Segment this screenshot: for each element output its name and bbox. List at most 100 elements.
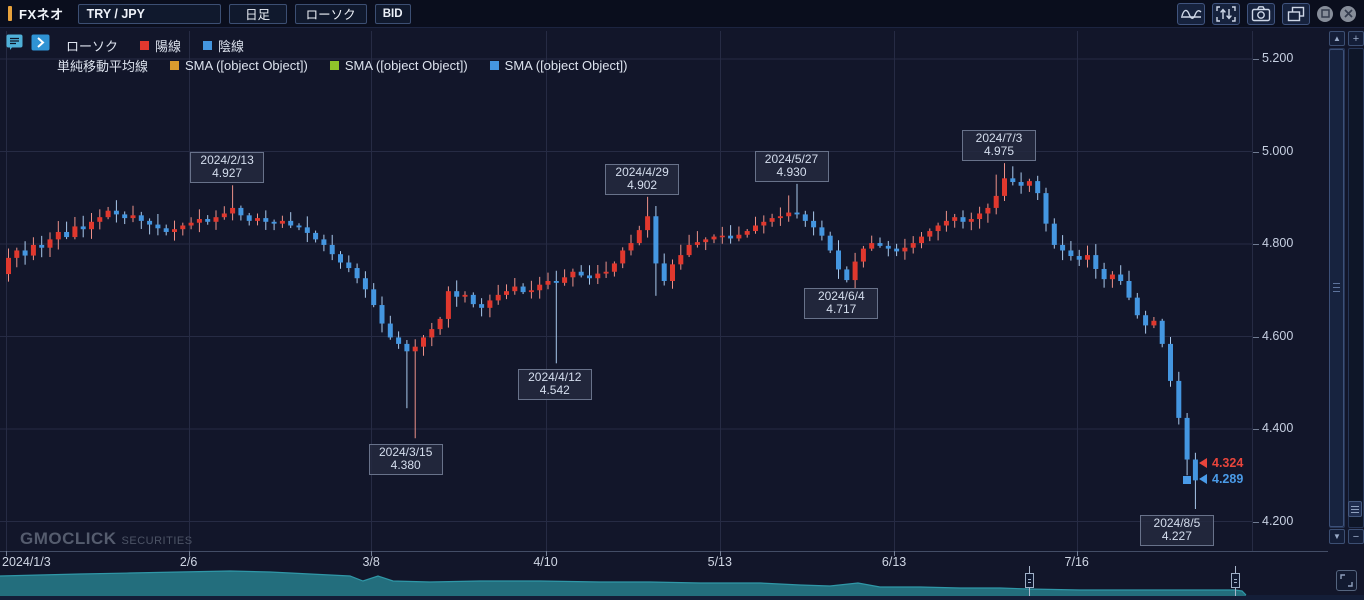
bull-label: 陽線 (155, 38, 182, 54)
expand-chart-icon[interactable] (1336, 570, 1357, 591)
candle-body (255, 218, 260, 221)
candle-body (587, 275, 592, 279)
zoom-slider-handle[interactable] (1348, 501, 1362, 517)
annotation-value: 4.542 (539, 383, 570, 398)
candle-body (736, 234, 742, 239)
sma-swatch (489, 61, 499, 70)
vertical-scrollbar-thumb[interactable] (1329, 49, 1344, 527)
candle-body (271, 221, 277, 224)
indicator-wave-icon[interactable] (1177, 2, 1205, 25)
candle-body (670, 264, 675, 281)
candle-body (379, 305, 385, 324)
candle-body (562, 277, 568, 283)
candlestick-chart[interactable] (0, 28, 1253, 552)
candle-body (230, 207, 236, 214)
app-title: FXネオ (19, 7, 64, 22)
y-axis-label: 4.600 (1262, 328, 1294, 343)
candle-body (155, 224, 161, 229)
candle-body (528, 290, 534, 293)
pair-selector[interactable]: TRY / JPY (77, 3, 221, 24)
candle-body (753, 225, 758, 232)
candle-body (537, 284, 543, 291)
camera-icon[interactable] (1247, 2, 1275, 25)
legend-candle-label: ローソク (66, 38, 119, 54)
candle-body (437, 318, 443, 330)
bid-ask-toggle[interactable]: BID (374, 3, 411, 24)
scroll-down-button[interactable]: ▼ (1329, 529, 1345, 544)
duplicate-window-icon[interactable] (1282, 2, 1310, 25)
candle-body (304, 227, 310, 233)
candle-body (894, 248, 900, 252)
candle-body (827, 235, 833, 251)
data-transfer-icon[interactable] (1212, 2, 1240, 25)
close-button[interactable] (1340, 5, 1356, 22)
annotation-value: 4.927 (212, 166, 243, 181)
app-title-block: FXネオ (8, 4, 64, 23)
x-axis-tick (371, 551, 372, 556)
candle-body (686, 244, 692, 256)
zoom-slider-track[interactable] (1348, 48, 1364, 528)
candle-body (1109, 274, 1115, 280)
candle-body (927, 231, 933, 237)
annotation-date: 2024/4/12 (528, 370, 582, 385)
chart-type-button[interactable]: ローソク (294, 3, 367, 24)
navigator-range-handle[interactable] (1025, 573, 1034, 588)
candle-body (761, 221, 767, 226)
timeframe-button[interactable]: 日足 (228, 3, 287, 24)
candle-body (645, 216, 651, 231)
x-axis-tick (189, 551, 190, 556)
candle-body (470, 294, 476, 305)
legend-sma-item: SMA ([object Object]) (329, 58, 468, 73)
scroll-up-button[interactable]: ▲ (1329, 31, 1345, 46)
candle-body (279, 220, 285, 224)
candle-body (960, 217, 966, 222)
x-axis-tick (6, 551, 7, 556)
candle-body (130, 215, 136, 219)
candle-body (313, 232, 319, 240)
candle-body (14, 250, 20, 258)
zoom-in-button[interactable]: + (1348, 31, 1364, 46)
candle-body (1101, 268, 1107, 280)
title-bar: FXネオ TRY / JPY 日足 ローソク BID (0, 0, 1364, 28)
candle-body (1143, 315, 1149, 326)
candle-body (196, 219, 202, 223)
candle-body (661, 263, 667, 281)
candle-body (852, 261, 858, 281)
legend-expand-chevron-icon[interactable] (31, 34, 50, 56)
x-axis-label: 3/8 (362, 555, 380, 569)
candle-body (719, 235, 725, 238)
maximize-button[interactable] (1317, 5, 1333, 22)
x-axis-tick (894, 551, 895, 556)
candle-body (89, 221, 94, 230)
annotation-date: 2024/2/13 (200, 153, 254, 168)
zoom-out-button[interactable]: − (1348, 529, 1364, 544)
x-axis-line (0, 551, 1328, 552)
candle-body (346, 262, 352, 269)
candle-body (205, 219, 211, 222)
price-marker-arrow-icon (1199, 458, 1207, 469)
legend-list-icon[interactable] (6, 34, 23, 56)
candle-body (163, 228, 169, 232)
candle-body (744, 231, 750, 235)
range-navigator[interactable] (0, 570, 1253, 597)
candle-body (80, 226, 86, 230)
candle-body (802, 214, 808, 221)
candle-body (462, 294, 468, 297)
x-axis-tick (546, 551, 547, 556)
annotation-value: 4.717 (826, 302, 857, 317)
candle-body (1151, 320, 1157, 326)
candle-body (1192, 459, 1198, 481)
bull-swatch (140, 40, 150, 50)
y-axis-tick (1253, 429, 1259, 430)
last-price-dot (1183, 476, 1191, 485)
candle-body (1126, 281, 1132, 298)
price-marker-value: 4.289 (1212, 472, 1244, 487)
navigator-range-handle[interactable] (1231, 573, 1240, 588)
candle-body (321, 239, 327, 245)
candle-body (396, 337, 402, 344)
candle-body (620, 250, 626, 264)
y-axis-label: 4.400 (1262, 421, 1294, 435)
candle-body (844, 269, 850, 281)
sma-label: SMA ([object Object]) (504, 58, 628, 73)
candle-body (172, 229, 177, 232)
